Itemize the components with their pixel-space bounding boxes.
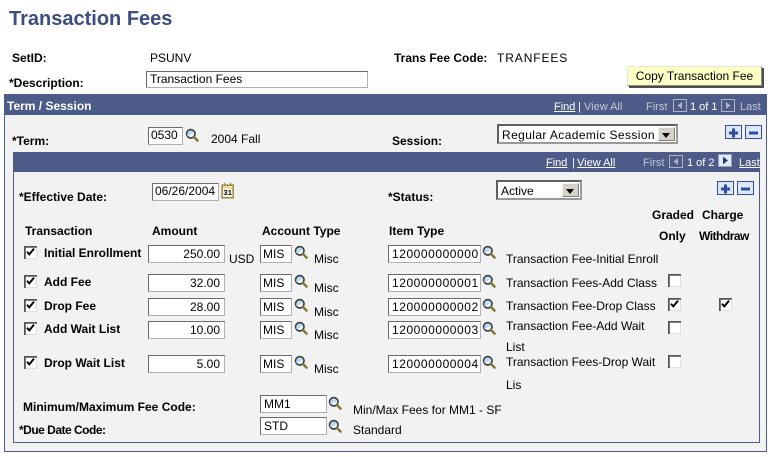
svg-text:31: 31 bbox=[223, 188, 232, 197]
